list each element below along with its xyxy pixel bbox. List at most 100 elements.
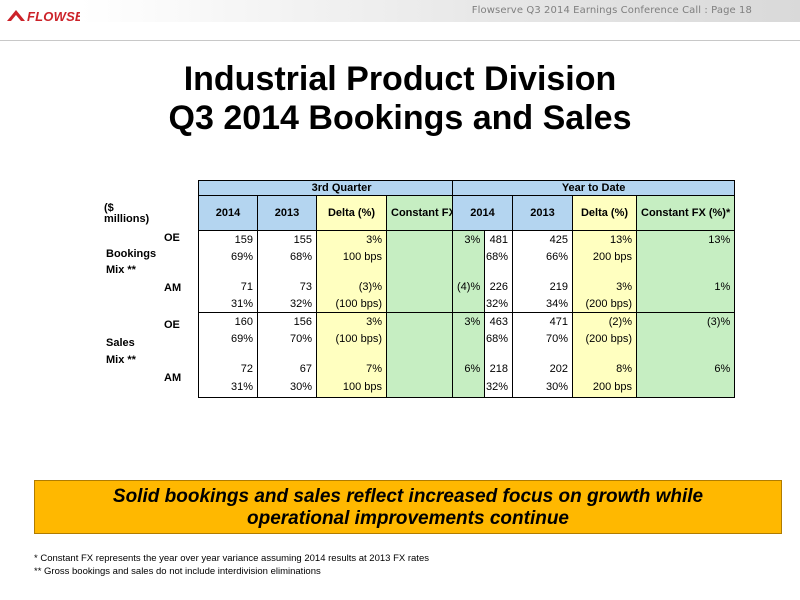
table-cell [452, 347, 513, 360]
table-row: 463 471 (2)% (3)% [452, 312, 736, 330]
table-row: 72 67 7% 6% [198, 360, 486, 377]
table-cell [452, 265, 513, 278]
row-label-sales-am: AM [164, 372, 182, 384]
table-cell: (3)% [316, 278, 387, 295]
col-header: 2013 [257, 195, 317, 231]
col-header: Delta (%) [316, 195, 387, 231]
table-cell: 425 [512, 230, 573, 248]
table-cell: 72 [198, 360, 258, 377]
table-cell: 1% [635, 278, 736, 295]
callout-line-2: operational improvements continue [247, 508, 569, 529]
table-row: 31% 30% 100 bps [198, 377, 486, 398]
table-cell [572, 347, 637, 360]
table-row: 32% 30% 200 bps [452, 377, 736, 398]
table-row: 226 219 3% 1% [452, 278, 736, 295]
table-cell: 30% [257, 377, 317, 398]
header-divider [0, 40, 800, 41]
table-cell: 226 [452, 278, 513, 295]
col-header: Constant FX (%)* [635, 195, 736, 231]
row-label-sales: Sales [106, 337, 135, 349]
table-cell: 6% [635, 360, 736, 377]
table-cell [316, 265, 387, 278]
ytd-table-body: 481 425 13% 13% 68% 66% 200 bps 226 219 3% 1% 32% 34… [452, 230, 736, 398]
table-cell: 3% [572, 278, 637, 295]
col-header: Delta (%) [572, 195, 637, 231]
table-row: 32% 34% (200 bps) [452, 295, 736, 313]
table-row: 69% 68% 100 bps [198, 248, 486, 265]
units-label-line-2: millions) [104, 213, 150, 225]
col-header: 2014 [198, 195, 258, 231]
table-cell: 13% [572, 230, 637, 248]
table-row [198, 347, 486, 360]
table-cell: 8% [572, 360, 637, 377]
table-cell: (200 bps) [572, 295, 637, 313]
row-label-bookings-am: AM [164, 282, 182, 294]
table-cell: (200 bps) [572, 330, 637, 347]
table-cell: 32% [452, 377, 513, 398]
table-cell: 7% [316, 360, 387, 377]
table-cell: 30% [512, 377, 573, 398]
table-cell: 66% [512, 248, 573, 265]
table-cell: 13% [635, 230, 736, 248]
table-cell: 200 bps [572, 248, 637, 265]
row-label-bookings-mix: Mix ** [106, 264, 136, 276]
table-cell: 70% [512, 330, 573, 347]
summary-callout: Solid bookings and sales reflect increas… [34, 480, 782, 534]
doc-title: Flowserve Q3 2014 Earnings Conference Ca… [471, 5, 752, 16]
table-cell: 71 [198, 278, 258, 295]
ytd-table: Year to Date 2014 2013 Delta (%) Constan… [451, 180, 736, 398]
row-label-bookings-oe: OE [164, 232, 180, 244]
table-cell [198, 347, 258, 360]
callout-line-1: Solid bookings and sales reflect increas… [112, 486, 704, 507]
table-row: 159 155 3% 3% [198, 230, 486, 248]
table-row: 160 156 3% 3% [198, 312, 486, 330]
units-label-line-1: ($ [104, 202, 114, 214]
table-cell [635, 265, 736, 278]
table-cell: 471 [512, 312, 573, 330]
table-cell: 100 bps [316, 248, 387, 265]
col-header: 2013 [512, 195, 573, 231]
table-cell [512, 265, 573, 278]
table-cell: 70% [257, 330, 317, 347]
table-cell: 218 [452, 360, 513, 377]
table-cell [635, 347, 736, 360]
table-cell [198, 265, 258, 278]
table-cell [512, 347, 573, 360]
table-row [452, 265, 736, 278]
table-cell: 67 [257, 360, 317, 377]
table-cell: 100 bps [316, 377, 387, 398]
table-cell [635, 248, 736, 265]
table-cell [257, 265, 317, 278]
table-cell: 68% [452, 330, 513, 347]
table-row: 69% 70% (100 bps) [198, 330, 486, 347]
table-cell: (3)% [635, 312, 736, 330]
units-label: ($ millions) [104, 203, 149, 225]
table-row: 31% 32% (100 bps) [198, 295, 486, 313]
table-cell: 202 [512, 360, 573, 377]
row-label-sales-mix: Mix ** [106, 354, 136, 366]
table-cell: 69% [198, 248, 258, 265]
table-cell: 73 [257, 278, 317, 295]
table-row: 481 425 13% 13% [452, 230, 736, 248]
table-cell: 32% [257, 295, 317, 313]
table-cell [635, 295, 736, 313]
quarter-band: 3rd Quarter [197, 180, 486, 196]
table-row: 71 73 (3)% (4)% [198, 278, 486, 295]
table-cell: 463 [452, 312, 513, 330]
table-cell: 68% [452, 248, 513, 265]
table-cell: 31% [198, 377, 258, 398]
table-cell: 481 [452, 230, 513, 248]
page-title-line-2: Q3 2014 Bookings and Sales [168, 99, 632, 137]
table-cell [635, 377, 736, 398]
table-cell: 31% [198, 295, 258, 313]
table-row: 68% 66% 200 bps [452, 248, 736, 265]
table-row: 218 202 8% 6% [452, 360, 736, 377]
quarter-table: 3rd Quarter 2014 2013 Delta (%) Constant… [197, 180, 486, 398]
row-label-bookings: Bookings [106, 248, 157, 260]
table-cell: (100 bps) [316, 295, 387, 313]
ytd-band: Year to Date [451, 180, 736, 196]
table-cell: 159 [198, 230, 258, 248]
table-cell: 156 [257, 312, 317, 330]
table-row: 68% 70% (200 bps) [452, 330, 736, 347]
footnote-gross-bookings: ** Gross bookings and sales do not inclu… [34, 566, 321, 577]
